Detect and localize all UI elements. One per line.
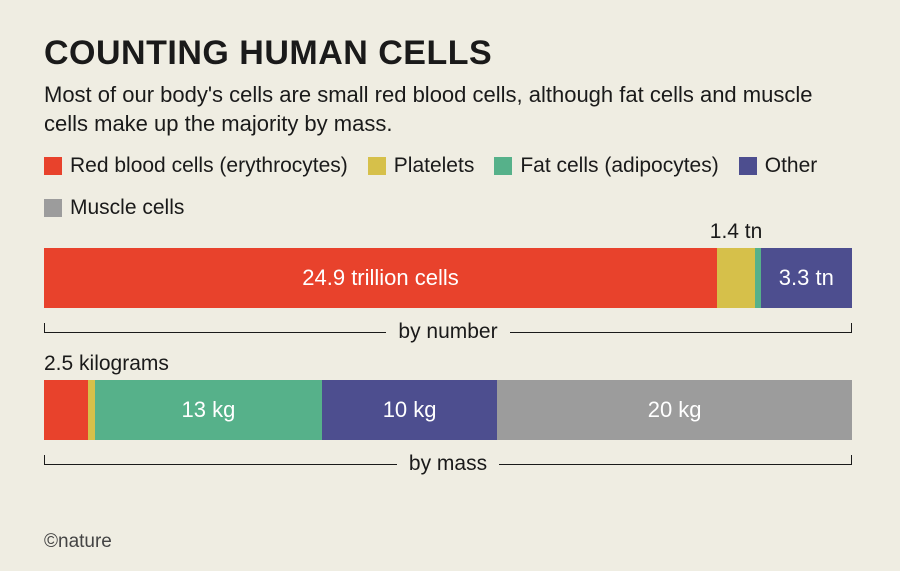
bracket-label: by number bbox=[386, 320, 509, 344]
segment-label: 24.9 trillion cells bbox=[302, 265, 459, 291]
bracket-by-mass: by mass bbox=[44, 450, 852, 478]
chart-title: COUNTING HUMAN CELLS bbox=[44, 34, 856, 73]
bracket-line bbox=[44, 332, 386, 333]
segment-label: 3.3 tn bbox=[779, 265, 834, 291]
segment-label: 13 kg bbox=[182, 397, 236, 423]
swatch-fat bbox=[494, 157, 512, 175]
swatch-muscle bbox=[44, 199, 62, 217]
bracket-label: by mass bbox=[397, 452, 499, 476]
segment-platelets bbox=[88, 380, 95, 440]
legend: Red blood cells (erythrocytes) Platelets… bbox=[44, 154, 854, 220]
swatch-platelets bbox=[368, 157, 386, 175]
segment-platelets: 1.4 tn bbox=[717, 248, 755, 308]
legend-item-platelets: Platelets bbox=[368, 154, 475, 178]
segment-fat: 13 kg bbox=[95, 380, 322, 440]
legend-label: Red blood cells (erythrocytes) bbox=[70, 154, 348, 178]
credit: ©nature bbox=[44, 531, 112, 553]
chart-area: 24.9 trillion cells 1.4 tn 3.3 tn by numbe… bbox=[44, 248, 852, 478]
bracket-by-number: by number bbox=[44, 318, 852, 346]
segment-rbc: 24.9 trillion cells bbox=[44, 248, 717, 308]
legend-label: Platelets bbox=[394, 154, 475, 178]
segment-label: 10 kg bbox=[383, 397, 437, 423]
segment-annotation: 1.4 tn bbox=[710, 220, 763, 244]
legend-item-fat: Fat cells (adipocytes) bbox=[494, 154, 718, 178]
bracket-line bbox=[510, 332, 852, 333]
segment-label: 20 kg bbox=[648, 397, 702, 423]
legend-label: Muscle cells bbox=[70, 196, 184, 220]
swatch-rbc bbox=[44, 157, 62, 175]
legend-item-other: Other bbox=[739, 154, 818, 178]
bracket-line bbox=[44, 464, 397, 465]
segment-muscle: 20 kg bbox=[497, 380, 852, 440]
segment-other: 10 kg bbox=[322, 380, 497, 440]
segment-rbc: 2.5 kilograms bbox=[44, 380, 88, 440]
legend-item-muscle: Muscle cells bbox=[44, 196, 184, 220]
segment-other: 3.3 tn bbox=[761, 248, 852, 308]
legend-item-rbc: Red blood cells (erythrocytes) bbox=[44, 154, 348, 178]
bracket-line bbox=[499, 464, 852, 465]
bar-by-number: 24.9 trillion cells 1.4 tn 3.3 tn bbox=[44, 248, 852, 308]
legend-label: Other bbox=[765, 154, 818, 178]
bar-by-mass: 2.5 kilograms 13 kg 10 kg 20 kg bbox=[44, 380, 852, 440]
chart-subtitle: Most of our body's cells are small red b… bbox=[44, 81, 834, 138]
swatch-other bbox=[739, 157, 757, 175]
legend-label: Fat cells (adipocytes) bbox=[520, 154, 718, 178]
segment-annotation: 2.5 kilograms bbox=[44, 352, 169, 376]
